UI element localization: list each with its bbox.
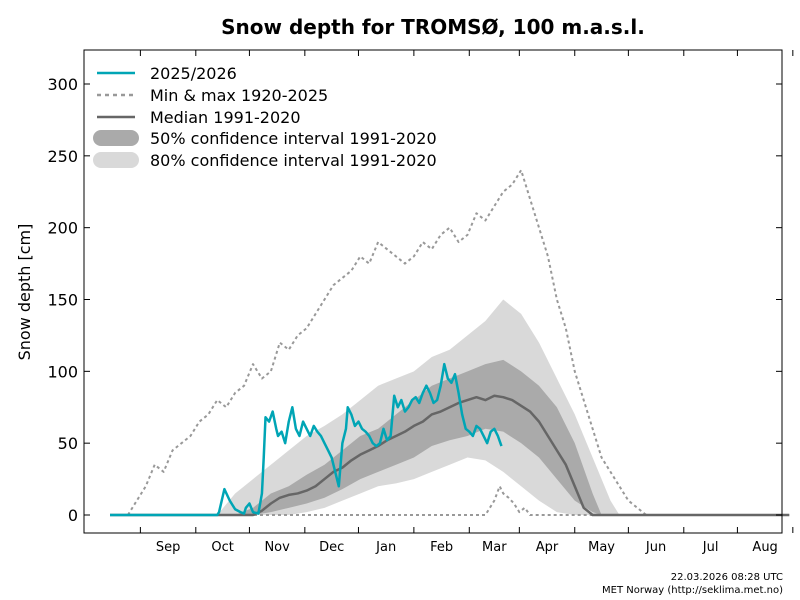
x-tick-label: Apr [536, 540, 559, 555]
x-tick-label: Nov [264, 540, 290, 555]
median-line [110, 394, 790, 517]
footer-source: MET Norway (http://seklima.met.no) [602, 585, 783, 596]
x-tick-label: Jun [645, 540, 666, 555]
legend-swatch-ci50 [93, 130, 139, 146]
x-tick-label: Jan [375, 540, 396, 555]
y-tick-label: 0 [68, 506, 78, 525]
plot-frame [83, 49, 783, 534]
y-tick-label: 200 [47, 219, 78, 238]
x-tick-label: Aug [752, 540, 777, 555]
plot-area [110, 169, 790, 517]
legend-swatch-ci80 [93, 152, 139, 168]
current-season-line [110, 362, 503, 517]
y-tick-label: 150 [47, 291, 78, 310]
legend-label-ci80: 80% confidence interval 1991-2020 [150, 151, 437, 170]
legend-label-ci50: 50% confidence interval 1991-2020 [150, 129, 437, 148]
x-tick-label: Jul [702, 540, 719, 555]
y-tick-label: 250 [47, 147, 78, 166]
x-tick-label: Feb [430, 540, 453, 555]
y-axis-label: Snow depth [cm] [15, 224, 34, 361]
x-tick-label: Oct [211, 540, 233, 555]
min-line [110, 485, 790, 516]
legend-label-current: 2025/2026 [150, 64, 237, 83]
y-tick-label: 50 [58, 434, 78, 453]
chart-title: Snow depth for TROMSØ, 100 m.a.s.l. [221, 15, 645, 39]
legend-label-median: Median 1991-2020 [150, 108, 301, 127]
footer-timestamp: 22.03.2026 08:28 UTC [671, 572, 783, 583]
x-tick-label: May [588, 540, 615, 555]
x-tick-label: Dec [319, 540, 344, 555]
x-tick-label: Mar [482, 540, 507, 555]
x-tick-label: Sep [156, 540, 181, 555]
legend: 2025/2026 Min & max 1920-2025 Median 199… [93, 64, 437, 170]
legend-label-minmax: Min & max 1920-2025 [150, 86, 328, 105]
max-line [110, 169, 647, 516]
y-tick-label: 100 [47, 362, 78, 381]
y-tick-label: 300 [47, 75, 78, 94]
y-axis: 0 50 100 150 200 250 300 [47, 75, 782, 525]
x-axis: Sep Oct Nov Dec Jan Feb Mar Apr May Jun Jul Aug [139, 50, 794, 555]
